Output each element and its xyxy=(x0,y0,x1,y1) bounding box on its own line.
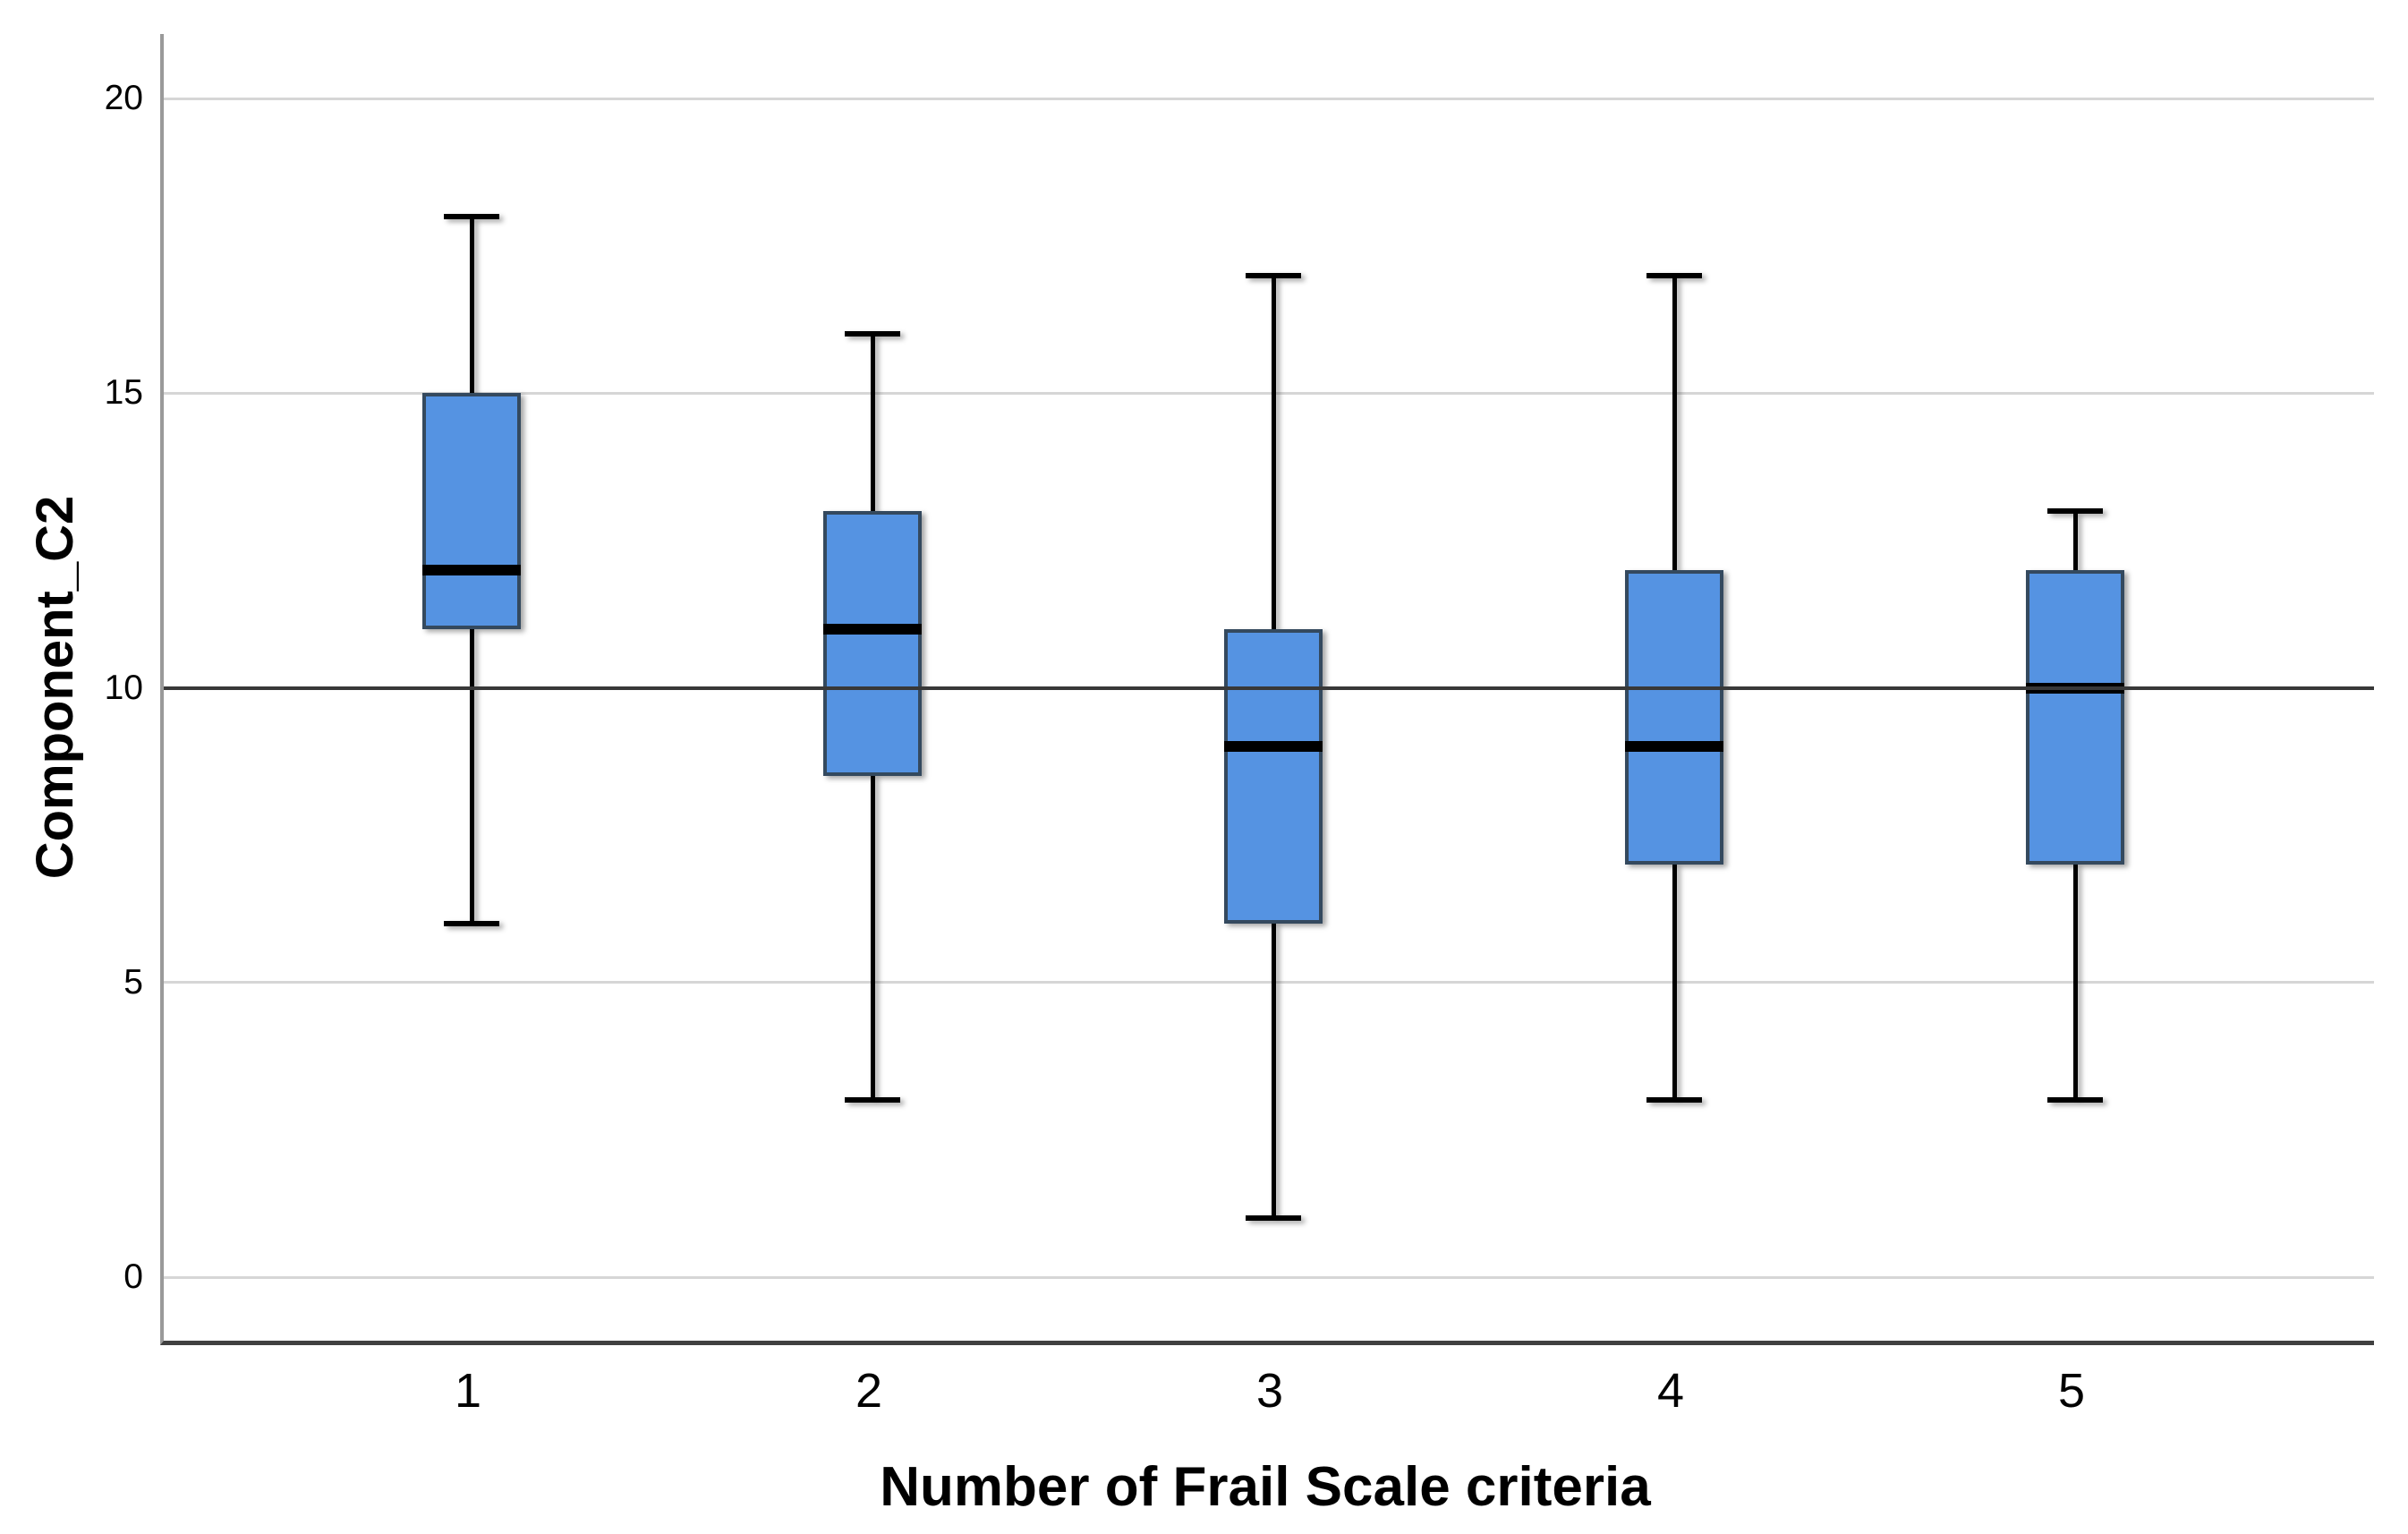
x-axis-title: Number of Frail Scale criteria xyxy=(880,1456,1651,1518)
median-line xyxy=(1625,741,1723,753)
y-tick-label-15: 15 xyxy=(104,373,143,413)
box-iqr xyxy=(1625,569,1723,865)
whisker-cap-top xyxy=(1646,272,1702,278)
plot-area xyxy=(160,34,2374,1345)
whisker-cap-top xyxy=(444,213,499,219)
median-line xyxy=(422,564,521,575)
boxplot-category-5 xyxy=(164,34,2374,1341)
whisker-cap-top xyxy=(845,331,900,337)
x-tick-label-3: 3 xyxy=(1255,1364,1284,1418)
whisker-cap-top xyxy=(1246,272,1301,278)
box-iqr xyxy=(1224,628,1323,924)
whisker-cap-top xyxy=(2047,507,2103,514)
x-tick-label-4: 4 xyxy=(1656,1364,1685,1418)
y-tick-label-0: 0 xyxy=(123,1257,143,1296)
whisker-cap-bottom xyxy=(2047,1097,2103,1104)
median-line xyxy=(823,623,922,635)
box-iqr xyxy=(2026,569,2124,865)
x-tick-label-1: 1 xyxy=(454,1364,482,1418)
x-tick-label-2: 2 xyxy=(855,1364,883,1418)
gridline-y15 xyxy=(164,391,2374,395)
box-iqr xyxy=(422,393,521,629)
gridline-y5 xyxy=(164,981,2374,984)
gridline-y20 xyxy=(164,97,2374,100)
y-tick-label-10: 10 xyxy=(104,668,143,707)
whisker-cap-bottom xyxy=(1646,1097,1702,1104)
whisker-cap-bottom xyxy=(1246,1215,1301,1222)
y-tick-label-5: 5 xyxy=(123,962,143,1001)
boxplot-category-3 xyxy=(164,34,2374,1341)
median-line xyxy=(1224,741,1323,753)
reference-line-y10 xyxy=(164,686,2374,690)
y-tick-label-20: 20 xyxy=(104,79,143,117)
boxplot-category-4 xyxy=(164,34,2374,1341)
gridline-y0 xyxy=(164,1275,2374,1279)
box-iqr xyxy=(823,510,922,777)
boxplot-category-2 xyxy=(164,34,2374,1341)
x-tick-label-5: 5 xyxy=(2057,1364,2086,1418)
whisker-cap-bottom xyxy=(444,920,499,926)
boxplot-category-1 xyxy=(164,34,2374,1341)
whisker-cap-bottom xyxy=(845,1097,900,1104)
